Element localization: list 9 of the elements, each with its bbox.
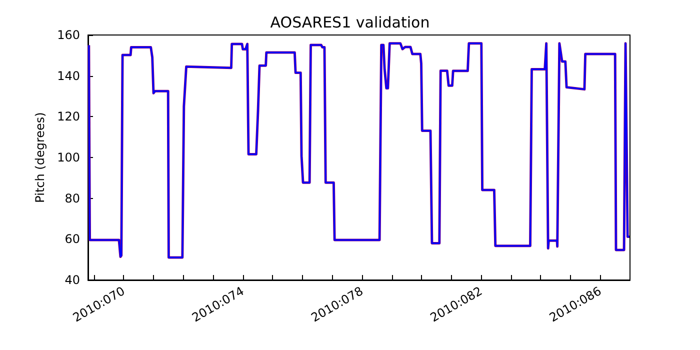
y-tick-label: 100 — [57, 150, 80, 164]
y-tick-label: 80 — [64, 191, 80, 206]
y-axis-title: Pitch (degrees) — [33, 112, 48, 203]
chart-title: AOSARES1 validation — [270, 14, 430, 32]
y-tick-label: 40 — [64, 273, 80, 287]
y-tick-label: 140 — [57, 68, 80, 83]
y-tick-label: 120 — [57, 110, 80, 124]
y-tick-label: 160 — [57, 28, 80, 42]
y-tick-label: 60 — [64, 232, 80, 246]
